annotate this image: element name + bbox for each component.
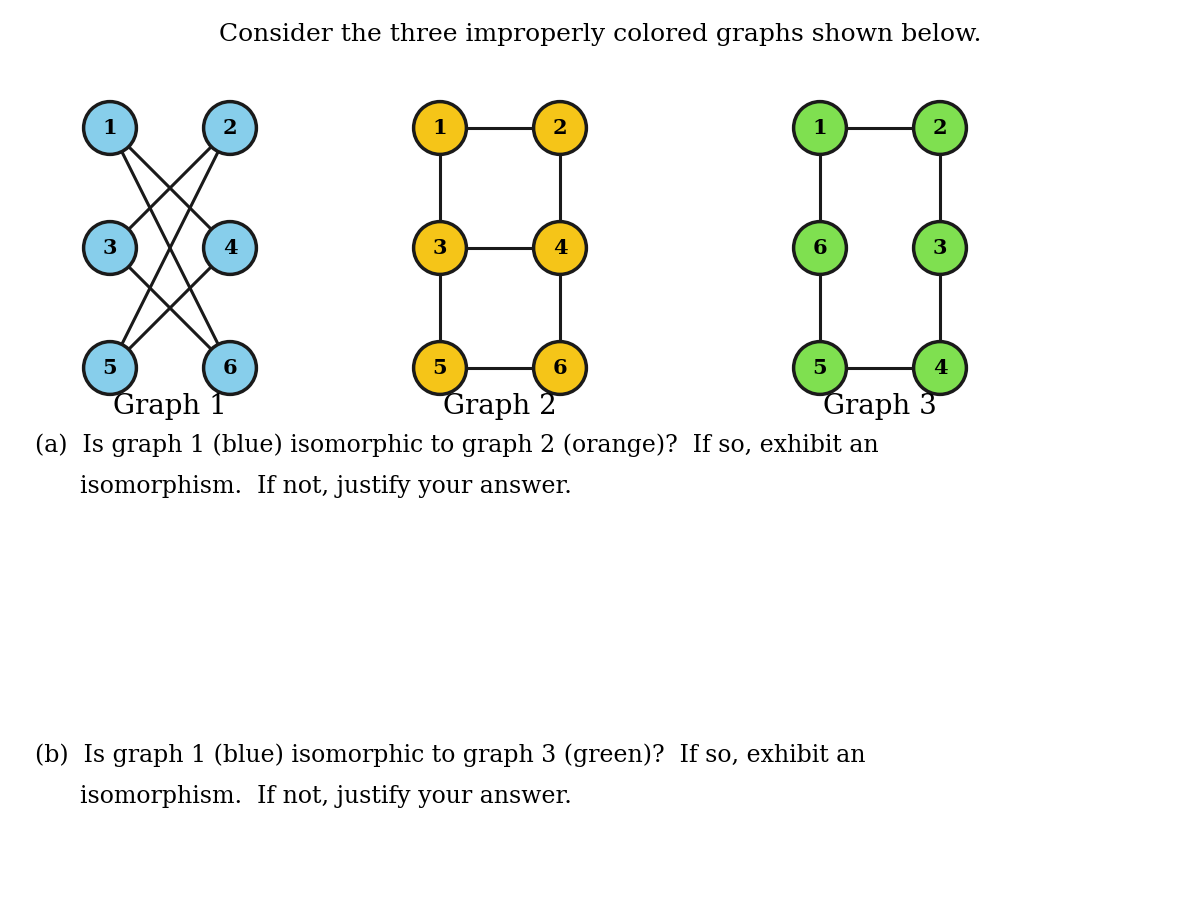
Circle shape bbox=[204, 222, 257, 275]
Text: 6: 6 bbox=[553, 358, 568, 378]
Text: 1: 1 bbox=[812, 118, 827, 138]
Text: (b)  Is graph 1 (blue) isomorphic to graph 3 (green)?  If so, exhibit an: (b) Is graph 1 (blue) isomorphic to grap… bbox=[35, 743, 865, 767]
Text: isomorphism.  If not, justify your answer.: isomorphism. If not, justify your answer… bbox=[35, 785, 572, 808]
Circle shape bbox=[84, 341, 137, 394]
Circle shape bbox=[793, 222, 846, 275]
Circle shape bbox=[793, 101, 846, 154]
Text: 2: 2 bbox=[553, 118, 568, 138]
Circle shape bbox=[414, 341, 467, 394]
Text: 4: 4 bbox=[932, 358, 947, 378]
Text: 5: 5 bbox=[812, 358, 827, 378]
Circle shape bbox=[913, 222, 966, 275]
Text: (a)  Is graph 1 (blue) isomorphic to graph 2 (orange)?  If so, exhibit an: (a) Is graph 1 (blue) isomorphic to grap… bbox=[35, 433, 878, 456]
Circle shape bbox=[414, 222, 467, 275]
Circle shape bbox=[414, 101, 467, 154]
Text: 2: 2 bbox=[223, 118, 238, 138]
Circle shape bbox=[534, 222, 587, 275]
Circle shape bbox=[84, 101, 137, 154]
Text: 3: 3 bbox=[433, 238, 448, 258]
Circle shape bbox=[913, 341, 966, 394]
Circle shape bbox=[793, 341, 846, 394]
Circle shape bbox=[204, 341, 257, 394]
Text: 2: 2 bbox=[932, 118, 947, 138]
Text: 6: 6 bbox=[223, 358, 238, 378]
Text: Consider the three improperly colored graphs shown below.: Consider the three improperly colored gr… bbox=[218, 23, 982, 46]
Text: Graph 3: Graph 3 bbox=[823, 393, 937, 420]
Circle shape bbox=[84, 222, 137, 275]
Text: Graph 2: Graph 2 bbox=[443, 393, 557, 420]
Text: 1: 1 bbox=[103, 118, 118, 138]
Circle shape bbox=[913, 101, 966, 154]
Text: Graph 1: Graph 1 bbox=[113, 393, 227, 420]
Text: 4: 4 bbox=[553, 238, 568, 258]
Circle shape bbox=[204, 101, 257, 154]
Text: 6: 6 bbox=[812, 238, 827, 258]
Circle shape bbox=[534, 101, 587, 154]
Text: 4: 4 bbox=[223, 238, 238, 258]
Text: 3: 3 bbox=[932, 238, 947, 258]
Text: isomorphism.  If not, justify your answer.: isomorphism. If not, justify your answer… bbox=[35, 475, 572, 498]
Text: 1: 1 bbox=[433, 118, 448, 138]
Text: 5: 5 bbox=[103, 358, 118, 378]
Text: 5: 5 bbox=[433, 358, 448, 378]
Text: 3: 3 bbox=[103, 238, 118, 258]
Circle shape bbox=[534, 341, 587, 394]
